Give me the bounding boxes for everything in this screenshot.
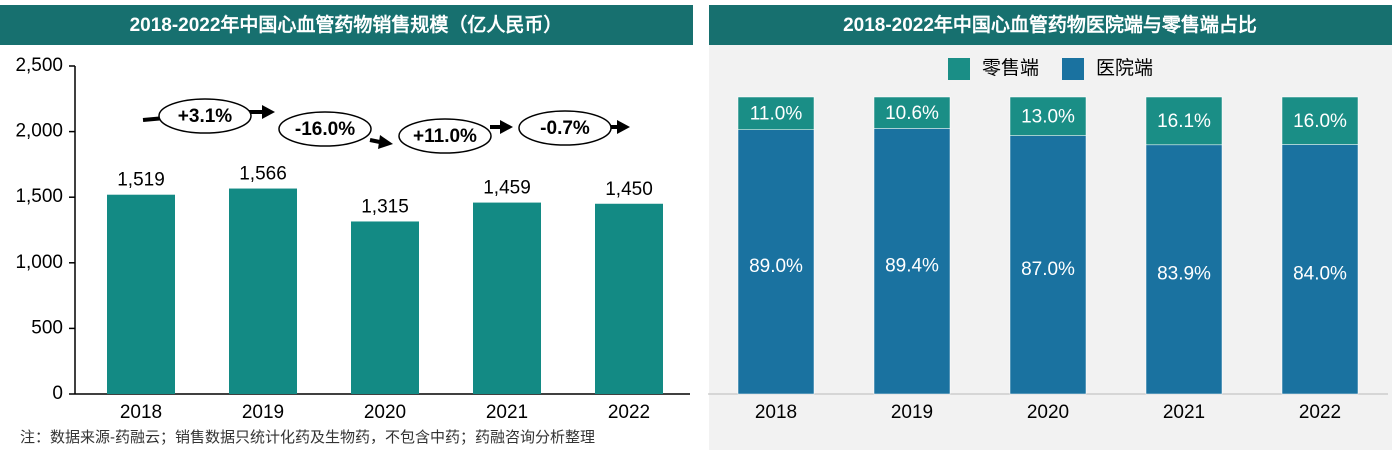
bar-segment: [1281, 96, 1359, 145]
x-tick-label: 2019: [242, 402, 284, 423]
value-label: 89.0%: [749, 256, 803, 277]
x-tick-label: 2018: [755, 402, 797, 423]
legend-label: 医院端: [1096, 57, 1153, 79]
bar-segment: [737, 96, 815, 130]
y-tick-label: 0: [52, 383, 63, 404]
bar-segment: [1009, 135, 1087, 395]
value-label: 83.9%: [1157, 263, 1211, 284]
title-bar: [0, 5, 693, 45]
bar-segment: [737, 129, 815, 395]
x-tick-label: 2021: [486, 402, 528, 423]
value-label: 1,566: [239, 164, 287, 185]
value-label: 13.0%: [1021, 106, 1075, 127]
value-label: 16.1%: [1157, 111, 1211, 132]
chart-title: 2018-2022年中国心血管药物医院端与零售端占比: [843, 13, 1257, 36]
x-tick-label: 2020: [364, 402, 406, 423]
value-label: 87.0%: [1021, 259, 1075, 280]
value-label: 84.0%: [1293, 263, 1347, 284]
chart-title: 2018-2022年中国心血管药物销售规模（亿人民币）: [130, 13, 563, 36]
value-label: 11.0%: [750, 103, 803, 124]
bar-segment: [1281, 144, 1359, 395]
y-tick-label: 1,500: [15, 186, 63, 207]
x-tick-label: 2022: [1299, 402, 1341, 423]
annotations: +3.1% -16.0% +11.0% -0.7%: [158, 98, 612, 154]
x-tick-label: 2021: [1163, 402, 1205, 423]
annotation-bubble: [278, 111, 372, 147]
bar-segment: [873, 128, 951, 395]
annotation-bubble: [398, 118, 492, 154]
y-tick-label: 2,000: [15, 121, 63, 142]
value-label: 10.6%: [885, 103, 939, 124]
bar-segment: [1145, 144, 1223, 395]
x-tick-label: 2022: [608, 402, 650, 423]
annotation: +3.1%: [178, 106, 233, 127]
bar-segment: [1009, 96, 1087, 136]
value-label: 1,459: [483, 178, 531, 199]
bar: [473, 202, 541, 394]
arrow-heads: [262, 105, 630, 149]
y-tick-label: 500: [31, 317, 63, 338]
annotation: -16.0%: [295, 119, 355, 140]
annotation: -0.7%: [540, 118, 590, 139]
value-label: 1,450: [605, 179, 653, 200]
bar: [229, 188, 297, 394]
footnote: 注：数据来源-药融云；销售数据只统计化药及生物药，不包含中药；药融咨询分析整理: [20, 429, 595, 446]
annotation: +11.0%: [413, 126, 477, 147]
bar-segment: [1145, 96, 1223, 146]
legend-swatch: [1062, 58, 1084, 80]
x-tick-label: 2020: [1027, 402, 1069, 423]
bar: [351, 221, 419, 394]
bar: [107, 194, 175, 394]
x-tick-label: 2019: [891, 402, 933, 423]
annotation-bubble: [518, 110, 612, 146]
value-label: 1,519: [117, 170, 165, 191]
bar: [595, 203, 663, 394]
legend-label: 零售端: [982, 57, 1039, 79]
title-bar: [709, 5, 1392, 45]
annotation-bubble: [158, 98, 252, 134]
x-tick-label: 2018: [120, 402, 162, 423]
value-label: 89.4%: [885, 255, 939, 276]
value-label: 1,315: [361, 196, 409, 217]
bar-segment: [873, 96, 951, 129]
legend-swatch: [948, 58, 970, 80]
value-label: 16.0%: [1293, 111, 1347, 132]
y-tick-label: 1,000: [15, 252, 63, 273]
y-tick-label: 2,500: [15, 55, 63, 76]
